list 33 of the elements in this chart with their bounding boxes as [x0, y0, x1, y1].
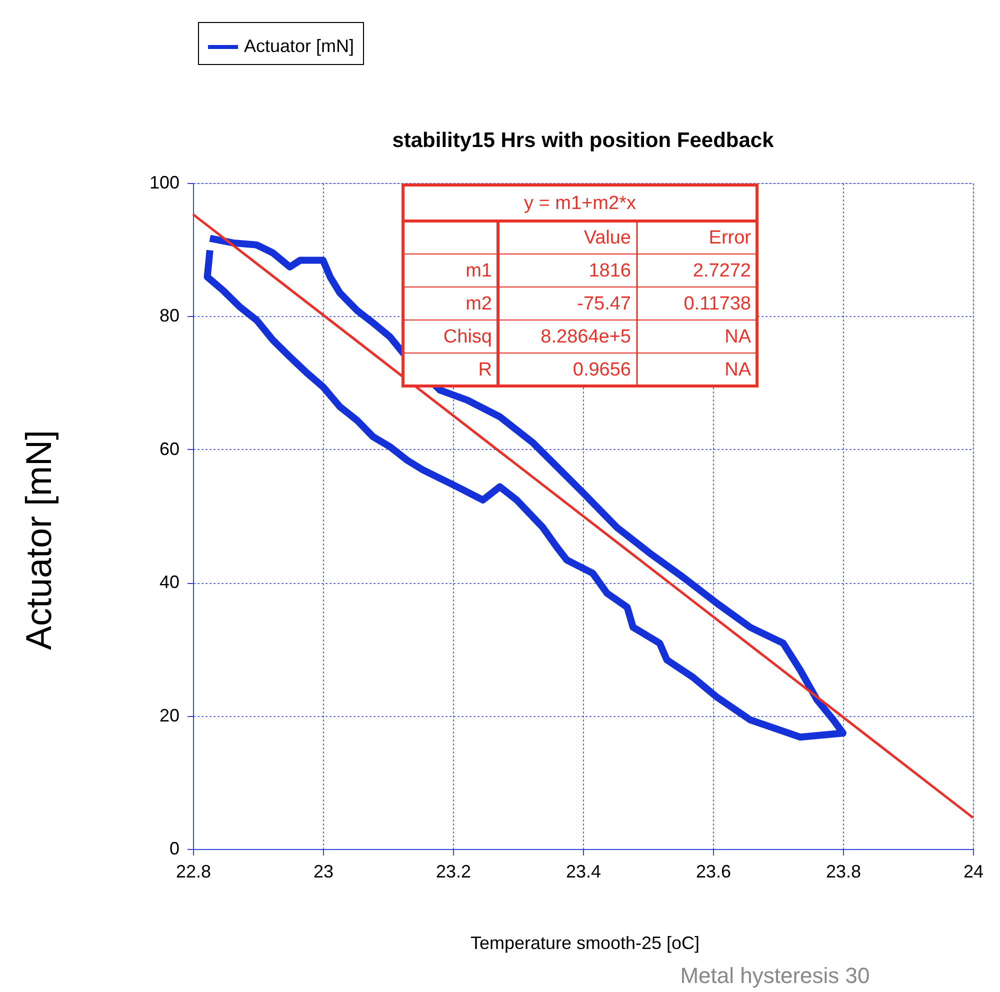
annotation: 1816: [588, 260, 631, 282]
x-tick-label: 24: [963, 862, 984, 882]
y-tick-label: 80: [159, 306, 180, 326]
annotation: NA: [724, 326, 752, 348]
annotation: 0.9656: [572, 360, 631, 380]
annotation: -75.47: [577, 294, 631, 314]
x-tick-label: 23.8: [826, 862, 862, 882]
y-tick-label: 0: [169, 838, 180, 858]
annotation: y = m1+m2*x: [524, 193, 636, 214]
annotation: 8.2864e+5: [540, 326, 631, 348]
chart-title: stability15 Hrs with position Feedback: [392, 129, 774, 152]
y-tick-label: 60: [159, 438, 180, 459]
text: Metal hysteresis 30: [680, 963, 870, 988]
annotation: 0.11738: [684, 294, 751, 314]
annotation: Chisq: [443, 326, 492, 348]
annotation: 2.7272: [692, 260, 751, 282]
x-tick-label: 22.8: [176, 862, 212, 882]
annotation: NA: [724, 360, 752, 380]
y-tick-label: 100: [149, 172, 180, 192]
annotation: R: [478, 360, 492, 380]
x-tick-label: 23.2: [436, 862, 472, 882]
y-axis-title: Actuator [mN]: [18, 430, 59, 650]
x-tick-label: 23.6: [696, 862, 732, 882]
annotation: Value: [584, 228, 631, 248]
y-tick-label: 40: [159, 572, 180, 592]
y-tick-label: 20: [159, 705, 180, 726]
annotation: Error: [708, 228, 752, 248]
x-tick-label: 23: [313, 862, 334, 882]
x-tick-label: 23.4: [566, 862, 602, 882]
annotation: m1: [466, 260, 492, 282]
x-axis-title: Temperature smooth-25 [oC]: [470, 933, 700, 953]
legend-label: Actuator [mN]: [244, 36, 354, 56]
annotation: m2: [466, 294, 492, 314]
